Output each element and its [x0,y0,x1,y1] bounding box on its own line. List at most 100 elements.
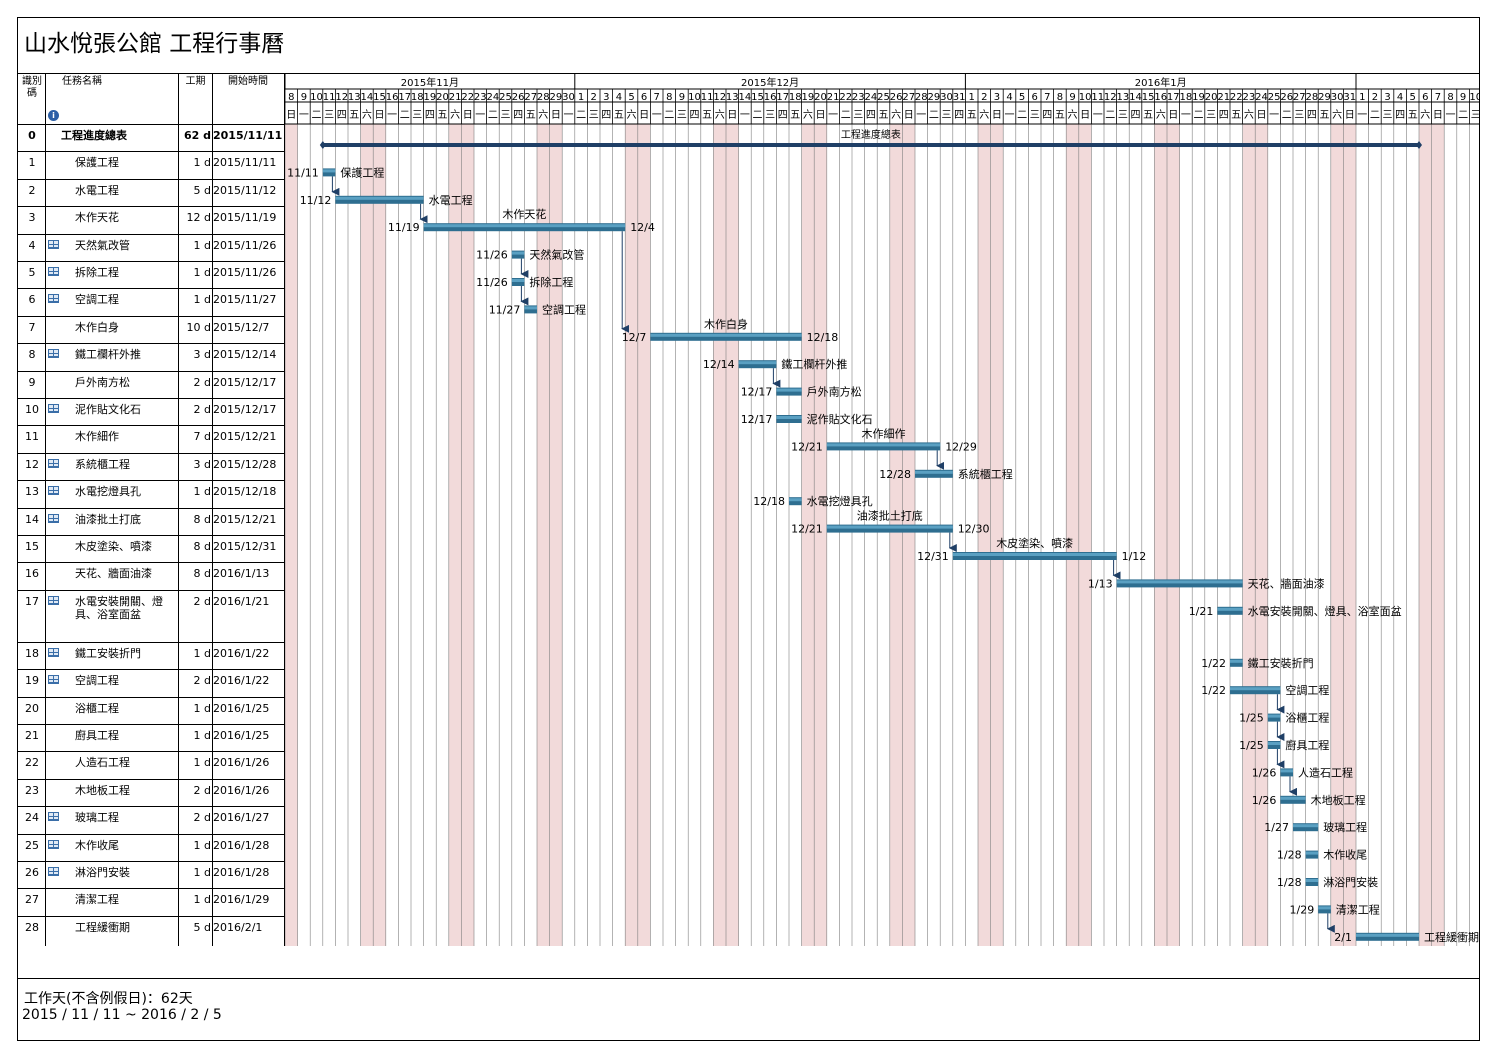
weekday-label: 五 [790,110,800,121]
task-row: 21 廚具工程 1 d 2016/1/25 [17,724,285,751]
weekday-label: 一 [1005,110,1015,121]
bar-label-top: 木作細作 [862,427,906,440]
task-name: 空調工程 [75,674,119,688]
task-name: 木地板工程 [75,783,130,797]
task-row: 23 木地板工程 2 d 2016/1/26 [17,778,285,806]
task-id: 18 [25,646,39,660]
task-id: 1 [28,156,36,170]
bar-label-right: 水電安裝開關、燈具、浴室面盆 [1248,604,1402,618]
day-number-label: 21 [449,92,462,103]
task-start: 2016/1/21 [213,594,270,608]
day-number-label: 11 [1091,92,1104,103]
task-duration: 62 d [183,129,211,142]
day-number-label: 3 [603,92,609,103]
task-row: 0 工程進度總表 62 d 2015/11/11 [17,124,285,151]
day-number-label: 8 [1057,92,1063,103]
task-id: 28 [25,920,39,934]
weekday-label: 一 [299,110,309,121]
task-bar-highlight [915,470,953,474]
row-divider [17,562,285,564]
weekend-band [726,124,739,946]
task-start: 2015/12/31 [213,540,277,553]
weekday-label: 一 [1181,110,1191,121]
weekday-label: 一 [1446,110,1456,121]
weekday-label: 一 [387,110,397,121]
weekend-band [801,124,815,946]
bar-label-right: 1/12 [1122,550,1147,563]
row-divider [17,915,285,917]
title-divider [17,73,1480,74]
task-id: 0 [28,129,36,142]
day-number-label: 21 [827,92,840,103]
bar-label-left: 12/7 [622,331,647,344]
task-name: 清潔工程 [75,893,119,907]
task-bar-highlight [1305,879,1319,882]
task-duration: 8 d [193,540,211,553]
bar-label-left: 1/28 [1277,876,1302,889]
task-name: 木皮塗染、噴漆 [75,540,152,553]
header-duration: 工期 [185,76,206,87]
table-indicator-icon [48,595,59,605]
weekday-label: 五 [526,110,536,121]
day-number-label: 22 [1230,92,1243,103]
row-divider [17,589,285,591]
task-duration: 10 d [186,320,211,334]
bar-label-right: 保護工程 [340,165,384,179]
bar-label-left: 12/17 [741,413,773,426]
weekday-label: 五 [879,110,889,121]
task-duration: 8 d [193,567,211,581]
day-number-label: 24 [1255,92,1268,103]
task-row: 2 水電工程 5 d 2015/11/12 [17,178,285,206]
table-indicator-icon [48,349,59,359]
day-number-label: 19 [1192,92,1205,103]
day-number-label: 5 [1410,92,1416,103]
bar-label-right: 12/30 [958,523,990,536]
weekday-label: 五 [702,110,712,121]
task-bar-highlight [738,361,777,365]
bar-label-left: 11/19 [388,221,420,234]
bar-label-right: 鐵工安裝折門 [1248,656,1314,670]
task-start: 2016/1/22 [213,646,270,660]
task-name: 水電安裝開關、燈具、浴室面盆 [75,594,163,621]
task-bar-highlight [776,388,802,392]
task-bar-highlight [1280,796,1306,800]
task-bar [1116,579,1243,588]
day-number-label: 23 [852,92,865,103]
bar-label-right: 拆除工程 [529,275,573,289]
weekday-label: 二 [1282,110,1292,121]
bar-label-left: 1/26 [1252,766,1277,779]
day-number-label: 2 [1372,92,1378,103]
task-name: 油漆批土打底 [75,512,141,526]
task-start: 2015/11/11 [213,156,277,170]
workdays-note: 工作天(不含例假日)：62天 [24,991,193,1007]
weekday-label: 二 [1194,110,1204,121]
row-divider [17,206,285,208]
task-name: 天花、牆面油漆 [75,567,152,581]
weekday-label: 六 [362,109,372,121]
task-duration: 7 d [193,430,211,444]
day-number-label: 11 [701,92,714,103]
task-start: 2016/1/29 [213,893,270,907]
weekend-band [1255,124,1268,946]
bar-label-right: 水電挖燈具孔 [807,494,873,508]
weekend-band [461,124,474,946]
weekend-band [1167,124,1180,946]
row-divider [17,724,285,725]
weekday-label: 三 [1030,110,1040,121]
task-duration: 1 d [193,893,211,907]
date-range-note: 2015 / 11 / 11 ~ 2016 / 2 / 5 [22,1007,222,1023]
task-duration: 1 d [193,485,211,499]
row-divider [17,124,285,125]
task-bar-highlight [1356,933,1419,937]
task-name: 天然氣改管 [75,238,130,252]
row-divider [17,151,285,153]
weekday-label: 二 [488,110,498,121]
weekday-label: 二 [312,110,322,121]
task-start: 2016/1/26 [213,756,270,770]
bar-label-left: 12/21 [791,523,823,536]
task-bar-highlight [423,224,626,228]
task-duration: 1 d [193,646,211,660]
task-name: 水電工程 [75,183,119,197]
bar-label-right: 工程緩衝期 [1424,930,1479,944]
day-number-label: 9 [679,92,685,103]
